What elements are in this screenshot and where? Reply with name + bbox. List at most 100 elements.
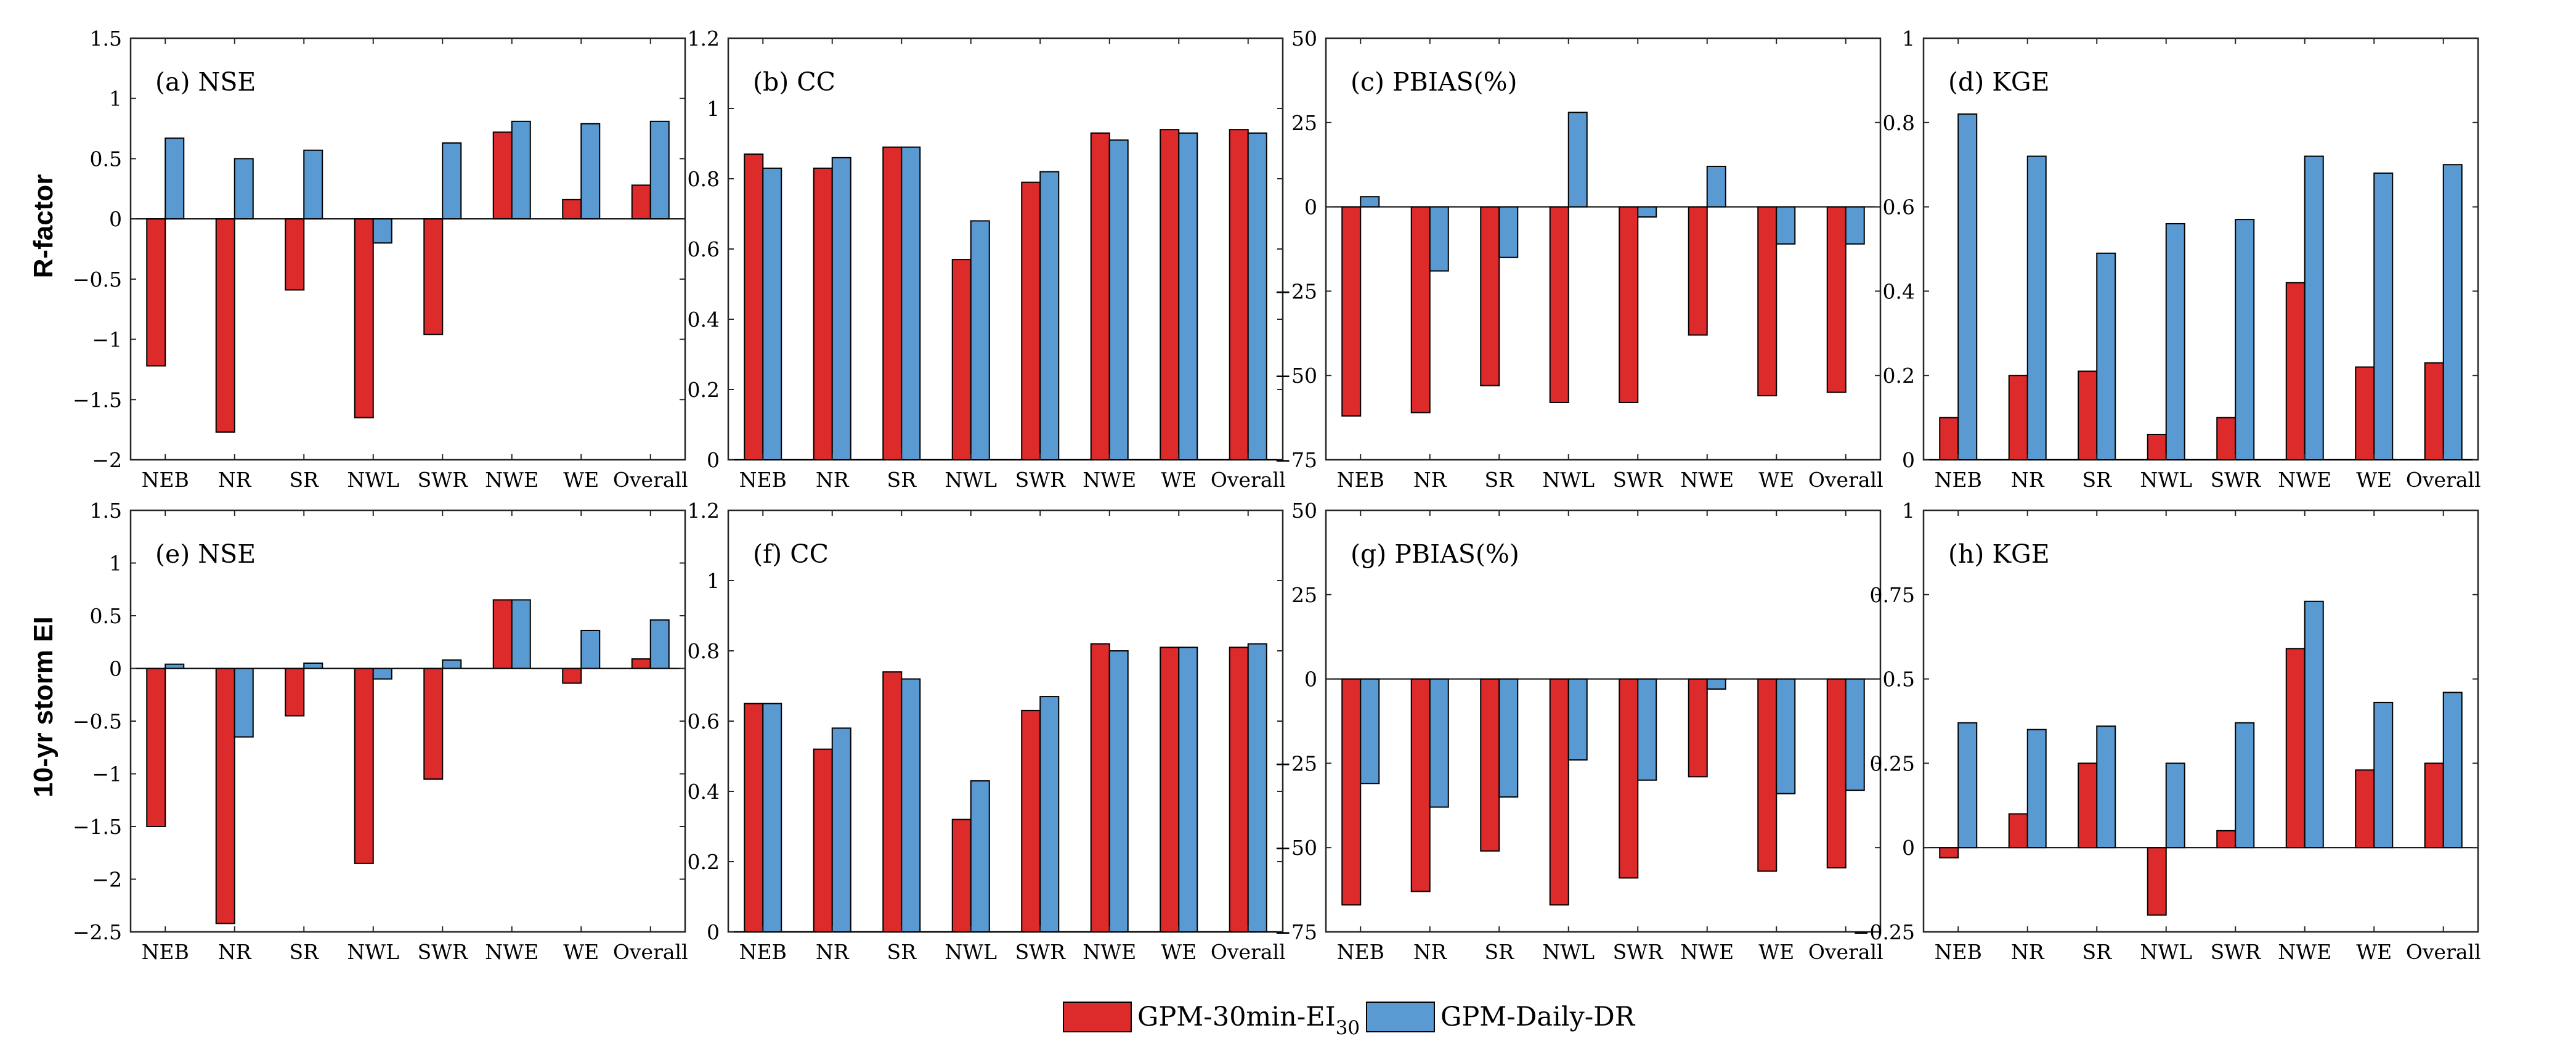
panel-b-xtick-label-overall: Overall (1211, 468, 1286, 492)
panel-e-xtick-label-nwl: NWL (347, 940, 399, 964)
panel-b-bar-gpm-30min-swr (1021, 181, 1041, 460)
panel-a-bar-gpm-daily-nr (234, 158, 254, 220)
panel-a-bar-gpm-30min-sr (285, 218, 305, 291)
panel-b-title: (b) CC (753, 67, 835, 97)
panel-d-bar-gpm-30min-neb (1939, 417, 1959, 460)
panel-h-xtick-label-overall: Overall (2406, 940, 2481, 964)
panel-d-bar-gpm-daily-neb (1957, 113, 1978, 460)
panel-g-bar-gpm-daily-sr (1498, 678, 1519, 798)
panel-d-ytick-label: 1 (1902, 27, 1915, 51)
panel-c-xtick-label-nr: NR (1413, 468, 1447, 492)
panel-g-xtick-label-nwe: NWE (1680, 940, 1734, 964)
panel-d-xtick-label-overall: Overall (2406, 468, 2481, 492)
panel-h-bar-gpm-30min-neb (1939, 847, 1959, 859)
panel-d-bar-gpm-30min-nwe (2285, 282, 2306, 460)
panel-e-bar-gpm-daily-nwl (372, 667, 392, 680)
panel-b-bar-gpm-30min-nr (813, 167, 833, 460)
panel-f-bar-gpm-daily-swr (1039, 696, 1060, 933)
panel-b-bar-gpm-daily-neb (762, 167, 782, 460)
panel-b-bar-gpm-daily-sr (901, 146, 921, 460)
panel-g-frame (1325, 509, 1882, 933)
panel-c-bar-gpm-daily-sr (1498, 206, 1519, 258)
panel-f-frame (727, 509, 1284, 933)
panel-f-ytick-label: 1.2 (688, 499, 720, 523)
panel-c-ytick-label: 0 (1304, 195, 1317, 219)
panel-g-bar-gpm-daily-nr (1429, 678, 1449, 808)
panel-h-xtick-label-sr: SR (2082, 940, 2113, 964)
panel-g-bar-gpm-daily-swr (1637, 678, 1657, 781)
panel-d-bar-gpm-30min-we (2355, 366, 2375, 461)
panel-g-bar-gpm-daily-overall (1845, 678, 1865, 791)
panel-h-bar-gpm-30min-sr (2078, 762, 2098, 849)
panel-b-frame (727, 37, 1284, 461)
legend-label-gpm-30min: GPM-30min-EI30 (1137, 1002, 1360, 1039)
panel-a-bar-gpm-30min-we (562, 198, 582, 220)
panel-f-bar-gpm-30min-we (1160, 647, 1180, 933)
panel-c: −75 −50 −25 0 25 50 NEB NR SR NWL SWR NWE WE Overall (… (1274, 27, 1883, 492)
panel-h-bar-gpm-30min-overall (2424, 762, 2444, 849)
panel-g-bar-gpm-daily-neb (1360, 678, 1380, 785)
panel-e-bar-gpm-daily-swr (442, 659, 462, 669)
panel-g-bar-gpm-30min-nr (1410, 678, 1431, 892)
panel-h-ytick-label: 1 (1902, 499, 1915, 523)
panel-d-bar-gpm-daily-nwl (2165, 222, 2185, 460)
panel-g-bar-gpm-30min-swr (1619, 678, 1639, 879)
panel-a-xtick-label-overall: Overall (613, 468, 688, 492)
panel-b: 0 0.2 0.4 0.6 0.8 1 1.2 NEB NR SR NWL SWR NWE WE Overa… (688, 27, 1286, 492)
panel-h-xtick-label-we: WE (2356, 940, 2392, 964)
panel-h-ytick-label: −0.25 (1853, 920, 1915, 944)
panel-f-xtick-label-nwe: NWE (1083, 940, 1136, 964)
panel-c-bar-gpm-30min-neb (1341, 206, 1362, 417)
panel-e: −2.5 −2 −1.5 −1 −0.5 0 0.5 1 1.5 NEB NR SR NWL SWR NWE… (73, 499, 688, 964)
row-label-storm-ei: 10-yr storm EI (28, 616, 59, 797)
panel-h-xtick-label-nr: NR (2011, 940, 2045, 964)
panel-b-xtick-label-nwe: NWE (1083, 468, 1136, 492)
panel-h-bar-gpm-daily-we (2373, 701, 2394, 849)
panel-h-ytick-label: 0.75 (1870, 583, 1915, 607)
panel-b-xtick-label-sr: SR (887, 468, 917, 492)
panel-c-bar-gpm-daily-nwl (1567, 112, 1588, 208)
panel-c-bar-gpm-30min-we (1757, 206, 1778, 397)
panel-b-xtick-label-swr: SWR (1015, 468, 1067, 492)
panel-a-bar-gpm-daily-swr (442, 142, 462, 220)
panel-h-frame (1922, 509, 2479, 933)
panel-c-xtick-label-we: WE (1758, 468, 1794, 492)
panel-h: −0.25 0 0.25 0.5 0.75 1 NEB NR SR NWL SWR NWE WE Over… (1853, 499, 2481, 964)
panel-b-xtick-label-neb: NEB (739, 468, 787, 492)
panel-e-xtick-label-sr: SR (290, 940, 320, 964)
panel-c-xtick-label-overall: Overall (1808, 468, 1883, 492)
panel-c-bar-gpm-daily-nwe (1706, 165, 1726, 208)
panel-a-bar-gpm-daily-nwe (511, 120, 531, 220)
panel-d-ytick-label: 0.6 (1883, 195, 1915, 219)
panel-b-ytick-label: 1 (707, 97, 720, 121)
panel-h-xtick-label-nwl: NWL (2140, 940, 2192, 964)
panel-h-xtick-label-swr: SWR (2211, 940, 2262, 964)
panel-f-bar-gpm-30min-nr (813, 748, 833, 933)
panel-e-title: (e) NSE (155, 539, 256, 569)
panel-f-xtick-label-neb: NEB (739, 940, 787, 964)
panel-b-bar-gpm-daily-swr (1039, 171, 1060, 460)
panel-f: 0 0.2 0.4 0.6 0.8 1 1.2 NEB NR SR NWL SWR NWE WE Overa… (688, 499, 1286, 964)
panel-c-xtick-label-nwe: NWE (1680, 468, 1734, 492)
panel-a-xtick-label-sr: SR (290, 468, 320, 492)
panel-a-bar-gpm-daily-overall (649, 120, 670, 220)
panel-e-ytick-label: −2.5 (73, 920, 122, 944)
panel-f-ytick-label: 0 (707, 920, 720, 944)
panel-d-bar-gpm-daily-sr (2096, 252, 2116, 460)
legend-label-gpm-daily: GPM-Daily-DR (1440, 1002, 1636, 1032)
panel-g-ytick-label: −75 (1274, 920, 1317, 944)
panel-f-bar-gpm-30min-sr (882, 671, 903, 933)
panel-d-xtick-label-we: WE (2356, 468, 2392, 492)
panel-d-bar-gpm-30min-sr (2078, 370, 2098, 460)
panel-e-ytick-label: −0.5 (73, 709, 122, 733)
panel-a-bar-gpm-30min-nwe (492, 131, 513, 220)
panel-b-ytick-label: 0 (707, 448, 720, 472)
row-label-r-factor: R-factor (28, 174, 59, 279)
panel-d-frame (1922, 37, 2479, 461)
panel-d-xtick-label-neb: NEB (1935, 468, 1982, 492)
panel-g-ytick-label: −25 (1274, 751, 1317, 775)
panel-g-bar-gpm-30min-nwl (1549, 678, 1569, 906)
panel-e-ytick-label: 0.5 (90, 604, 122, 628)
panel-d-xtick-label-nr: NR (2011, 468, 2045, 492)
